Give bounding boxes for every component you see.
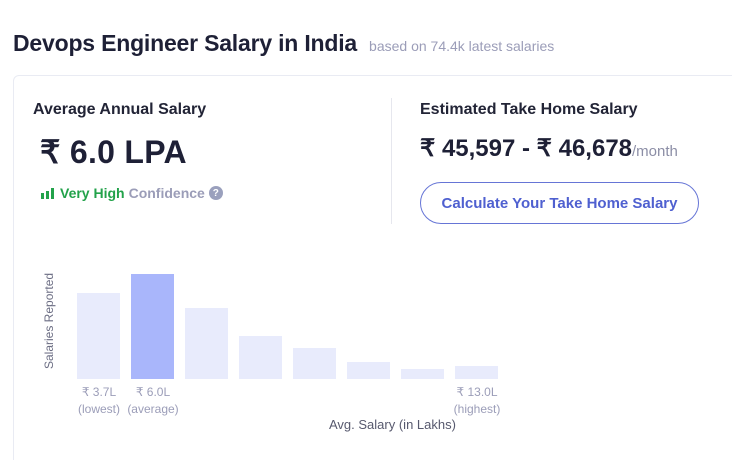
tick-label: ₹ 13.0L	[456, 385, 498, 399]
take-home-range: ₹ 45,597 - ₹ 46,678	[420, 135, 633, 162]
calculate-take-home-button[interactable]: Calculate Your Take Home Salary	[420, 182, 699, 224]
chart-bar[interactable]	[185, 308, 228, 379]
chart-bar[interactable]	[455, 366, 498, 379]
chart-bar[interactable]	[131, 274, 174, 379]
confidence-label: Confidence	[128, 185, 205, 201]
signal-bars-icon	[41, 187, 54, 199]
tick-average: ₹ 6.0L (average)	[124, 384, 182, 418]
salary-card	[13, 75, 732, 460]
tick-label: ₹ 3.7L	[81, 385, 117, 399]
page-header: Devops Engineer Salary in India based on…	[13, 30, 554, 57]
confidence-level: Very High	[60, 185, 125, 201]
chart-bar[interactable]	[239, 336, 282, 379]
tick-note: (lowest)	[77, 402, 120, 416]
average-salary-value: ₹ 6.0 LPA	[40, 134, 187, 170]
average-salary-label: Average Annual Salary	[33, 101, 207, 118]
chart-bar[interactable]	[401, 369, 444, 379]
y-axis-label: Salaries Reported	[42, 272, 56, 369]
chart-bar[interactable]	[293, 348, 336, 379]
chart-bar[interactable]	[347, 362, 390, 379]
confidence-indicator: Very High Confidence ?	[41, 185, 223, 201]
tick-note: (average)	[127, 402, 179, 416]
help-icon[interactable]: ?	[208, 186, 223, 200]
chart-bar[interactable]	[77, 293, 120, 379]
section-divider	[391, 98, 392, 224]
x-axis-label: Avg. Salary (in Lakhs)	[329, 417, 456, 432]
tick-highest: ₹ 13.0L (highest)	[448, 384, 506, 418]
tick-note: (highest)	[453, 402, 501, 416]
page-subtitle: based on 74.4k latest salaries	[369, 38, 555, 54]
take-home-label: Estimated Take Home Salary	[420, 101, 638, 118]
take-home-unit: /month	[632, 143, 678, 160]
tick-lowest: ₹ 3.7L (lowest)	[72, 384, 126, 418]
take-home-value: ₹ 45,597 - ₹ 46,678 /month	[420, 134, 678, 163]
tick-label: ₹ 6.0L	[135, 385, 171, 399]
page-title: Devops Engineer Salary in India	[13, 30, 358, 56]
